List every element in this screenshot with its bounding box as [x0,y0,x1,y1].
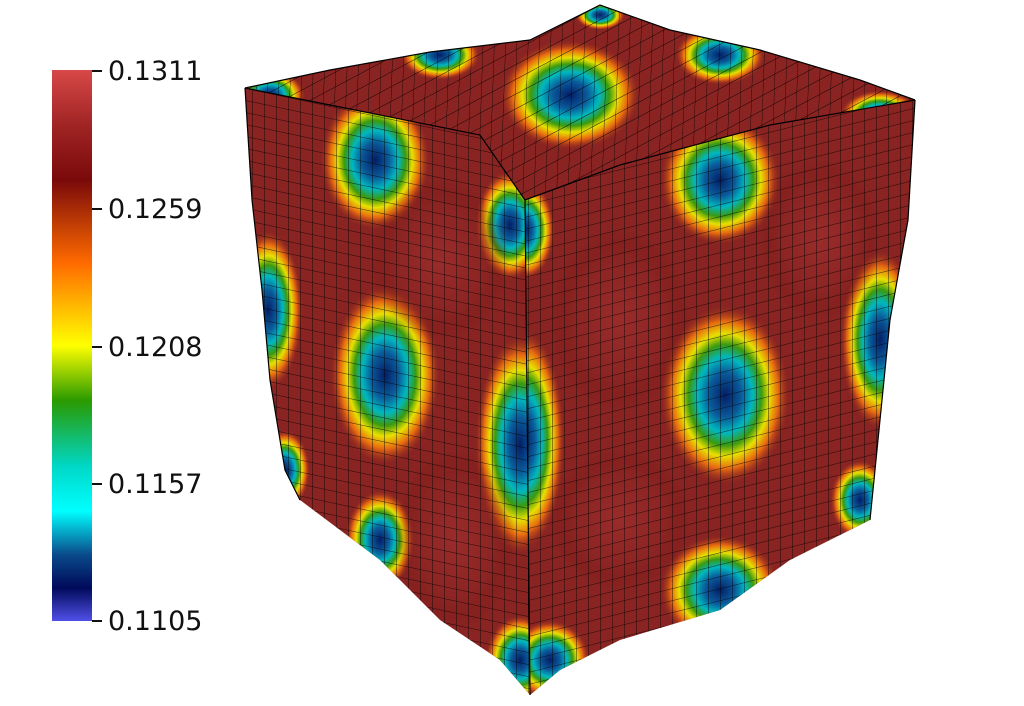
colorbar-tick-label-min: 0.1105 [108,606,203,637]
right-face [525,100,915,695]
colorbar-labels: 0.1311 0.1259 0.1208 0.1157 0.1105 [0,0,240,706]
right-face-mesh [525,100,915,695]
colorbar [52,70,92,621]
colorbar-tick [92,346,102,348]
colorbar-tick [92,208,102,210]
colorbar-tick [92,483,102,485]
cube-edges [244,4,916,696]
colorbar-tick-label: 0.1259 [108,194,203,225]
colorbar-tick [92,620,102,622]
colorbar-tick-label-max: 0.1311 [108,56,203,87]
cube [244,4,916,696]
colorbar-tick-label: 0.1208 [108,332,203,363]
colorbar-gradient [52,70,92,621]
colorbar-tick-label: 0.1157 [108,469,203,500]
colorbar-tick [92,70,102,72]
